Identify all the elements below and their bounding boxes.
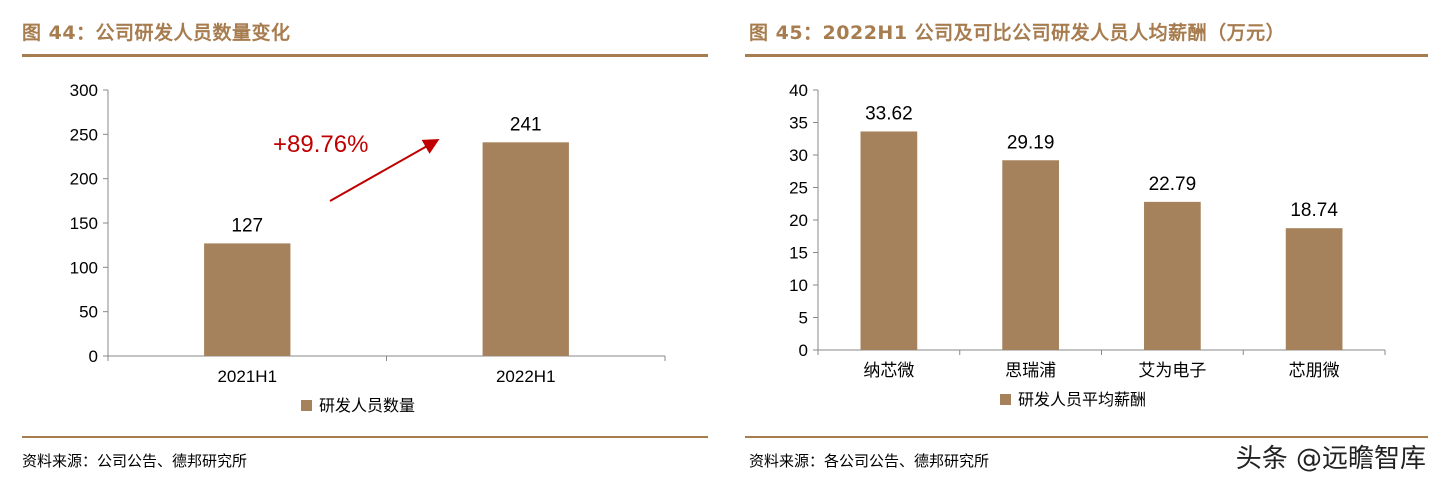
right-figure-title: 图 45：2022H1 公司及可比公司研发人员人均薪酬（万元） [749,22,1286,44]
salary-y-tick-label: 15 [789,244,808,263]
headcount-legend-label: 研发人员数量 [319,396,415,415]
salary-data-label: 18.74 [1290,200,1338,221]
rd-salary-chart: 0 5 10 15 20 25 30 35 40 33.62 纳芯微 29.19 思瑞浦 22.79 艾为电… [789,81,1386,409]
headcount-bar [204,243,291,356]
growth-annotation: +89.76% [273,131,368,158]
headcount-y-tick-label: 200 [70,170,98,189]
salary-bar [1002,160,1059,350]
salary-data-label: 22.79 [1149,174,1197,195]
salary-category-label: 艾为电子 [1138,361,1206,381]
headcount-bar [482,142,569,356]
salary-bar [1285,228,1343,350]
salary-bar [860,131,918,350]
right-figure-panel: 图 45：2022H1 公司及可比公司研发人员人均薪酬（万元） 0 5 10 15 20… [745,0,1438,492]
salary-y-tick-label: 0 [799,341,808,360]
left-source-note: 资料来源：公司公告、德邦研究所 [22,452,248,470]
salary-legend-label: 研发人员平均薪酬 [1018,390,1146,409]
left-title-rule [22,54,708,57]
watermark: 头条 @远瞻智库 [1235,444,1426,474]
headcount-legend-swatch [301,400,312,411]
salary-category-label: 纳芯微 [863,361,914,381]
left-source-rule [22,436,708,438]
headcount-y-tick-label: 300 [70,81,98,100]
headcount-category-label: 2022H1 [496,367,556,386]
salary-y-tick-label: 20 [789,211,808,230]
headcount-category-label: 2021H1 [217,367,277,386]
right-source-rule [745,436,1428,438]
headcount-y-tick-label: 250 [70,125,98,144]
headcount-data-label: 241 [510,114,542,135]
rd-headcount-chart: 0 50 100 150 200 250 300 127 2021H1 241 2022H1 研发人员… [70,81,666,415]
salary-y-tick-label: 40 [789,81,808,100]
salary-y-tick-label: 5 [799,309,808,328]
headcount-y-tick-label: 150 [70,214,98,233]
salary-data-label: 33.62 [865,103,913,124]
salary-legend-swatch [1000,394,1011,405]
salary-y-tick-label: 30 [789,146,808,165]
salary-data-label: 29.19 [1007,132,1055,153]
left-figure-title: 图 44：公司研发人员数量变化 [22,22,291,44]
salary-y-tick-label: 10 [789,276,808,295]
headcount-y-tick-label: 0 [89,347,98,366]
headcount-data-label: 127 [231,215,263,236]
salary-category-label: 思瑞浦 [1005,361,1056,381]
salary-bar [1144,201,1201,350]
growth-arrow [329,139,440,202]
salary-y-tick-label: 35 [789,114,808,133]
right-title-rule [745,54,1428,57]
headcount-y-tick-label: 100 [70,258,98,277]
left-figure-panel: 图 44：公司研发人员数量变化 0 50 100 150 200 250 300 127 202… [0,0,708,492]
right-source-note: 资料来源：各公司公告、德邦研究所 [749,452,990,470]
salary-category-label: 芯朋微 [1289,361,1340,381]
salary-y-tick-label: 25 [789,179,808,198]
headcount-y-tick-label: 50 [79,303,98,322]
